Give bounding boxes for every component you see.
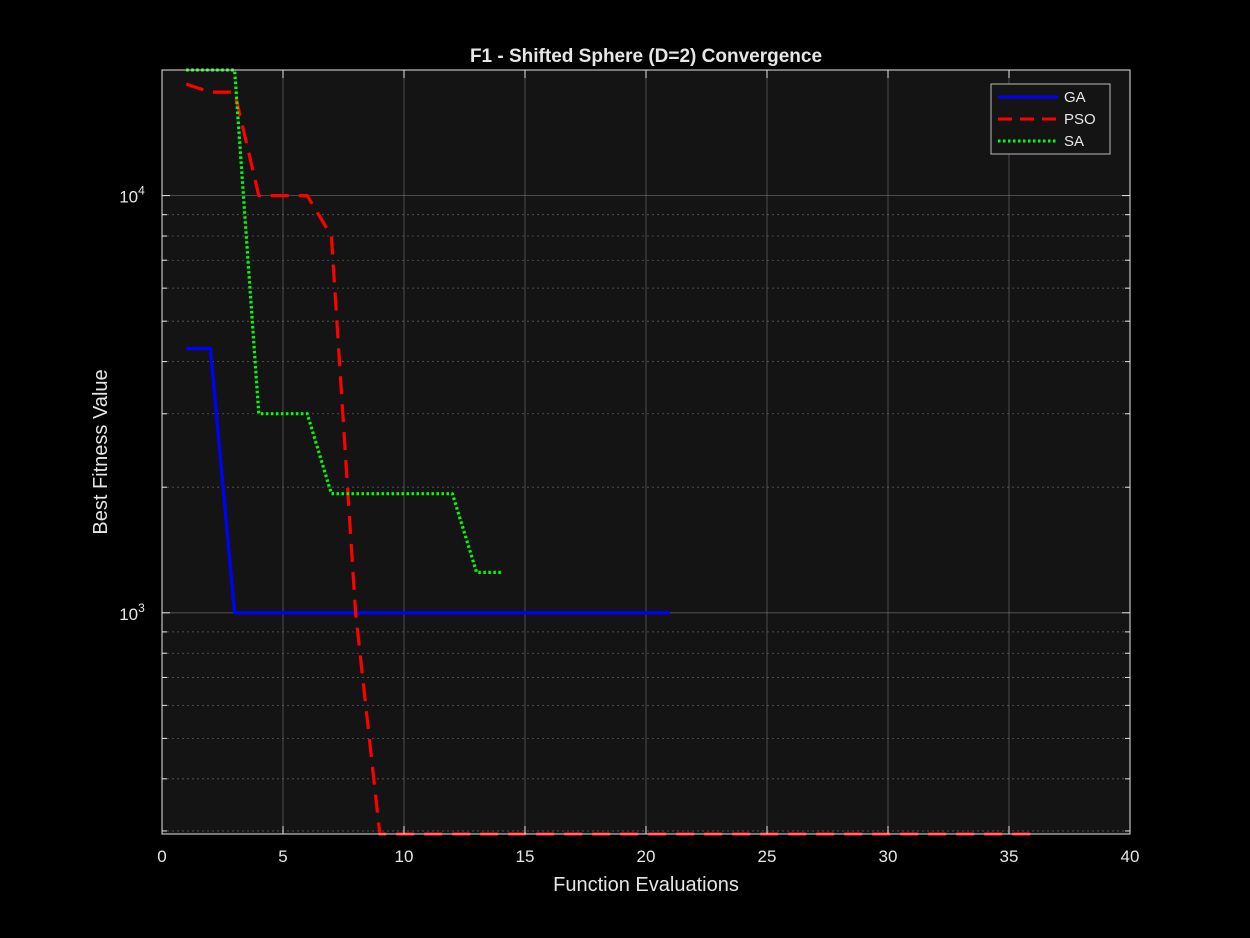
legend-label-ga: GA (1064, 89, 1086, 106)
x-tick-labels: 0 5 10 15 20 25 30 35 40 (157, 847, 1139, 866)
x-tick-label: 0 (157, 847, 166, 866)
x-tick-label: 35 (1000, 847, 1019, 866)
tick-marks (161, 70, 1131, 834)
legend-label-pso: PSO (1064, 111, 1096, 128)
legend-label-sa: SA (1064, 133, 1084, 150)
y-tick-label: 104 (119, 184, 145, 207)
x-tick-label: 5 (278, 847, 287, 866)
x-axis-label: Function Evaluations (553, 874, 739, 896)
series-line-ga (186, 346, 671, 615)
minor-grid (162, 214, 1130, 832)
x-tick-label: 25 (758, 847, 777, 866)
y-axis-label: Best Fitness Value (90, 369, 112, 534)
x-tick-label: 20 (637, 847, 656, 866)
x-tick-label: 10 (395, 847, 414, 866)
chart-title: F1 - Shifted Sphere (D=2) Convergence (470, 46, 822, 67)
x-tick-label: 40 (1121, 847, 1140, 866)
x-tick-label: 30 (879, 847, 898, 866)
y-tick-labels: 103 104 (119, 184, 145, 624)
legend: GA PSO SA (990, 83, 1111, 155)
y-tick-label: 103 (119, 601, 145, 624)
x-tick-label: 15 (516, 847, 535, 866)
series-line-sa (186, 68, 501, 575)
